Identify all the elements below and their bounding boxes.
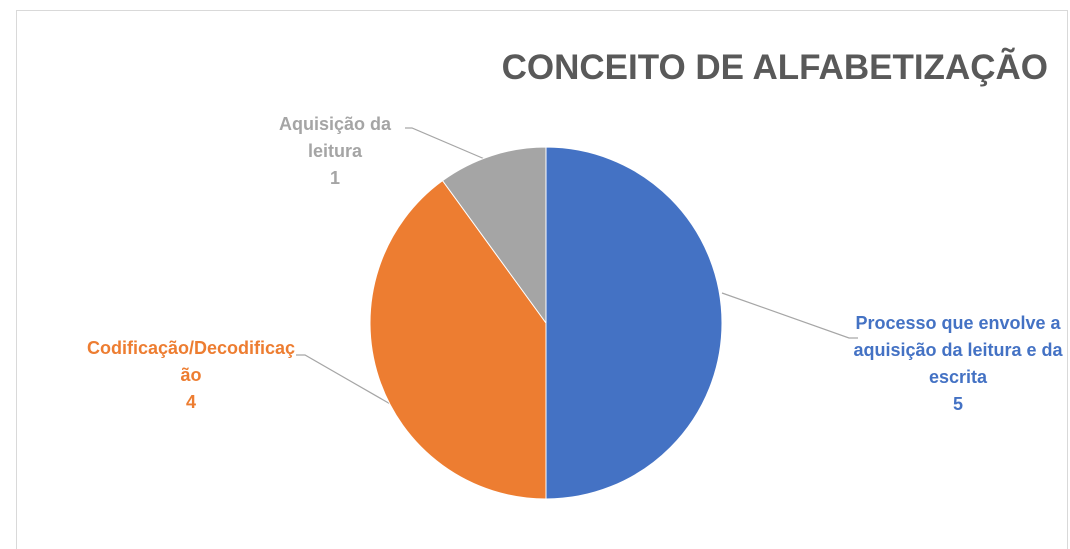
data-label-value: 4 [185,392,196,412]
pie-slice [545,146,723,500]
data-label: Aquisição da leitura 1 [255,111,415,192]
pie-slice [441,146,547,325]
leader-line [721,292,858,339]
data-label: Processo que envolve a aquisição da leit… [848,310,1068,418]
data-label-name: Codificação/Decodificação [86,338,296,385]
data-label-value: 5 [952,394,963,414]
data-label-value: 1 [329,168,340,188]
data-label-name: Processo que envolve a aquisição da leit… [853,313,1063,387]
chart-title: CONCEITO DE ALFABETIZAÇÃO [501,48,1048,87]
leader-line [405,127,488,161]
chart-frame [16,10,1068,549]
leader-line [296,354,393,406]
pie-slice [369,179,547,500]
data-label-name: Aquisição da leitura [278,114,392,161]
data-label: Codificação/Decodificação 4 [85,335,297,416]
